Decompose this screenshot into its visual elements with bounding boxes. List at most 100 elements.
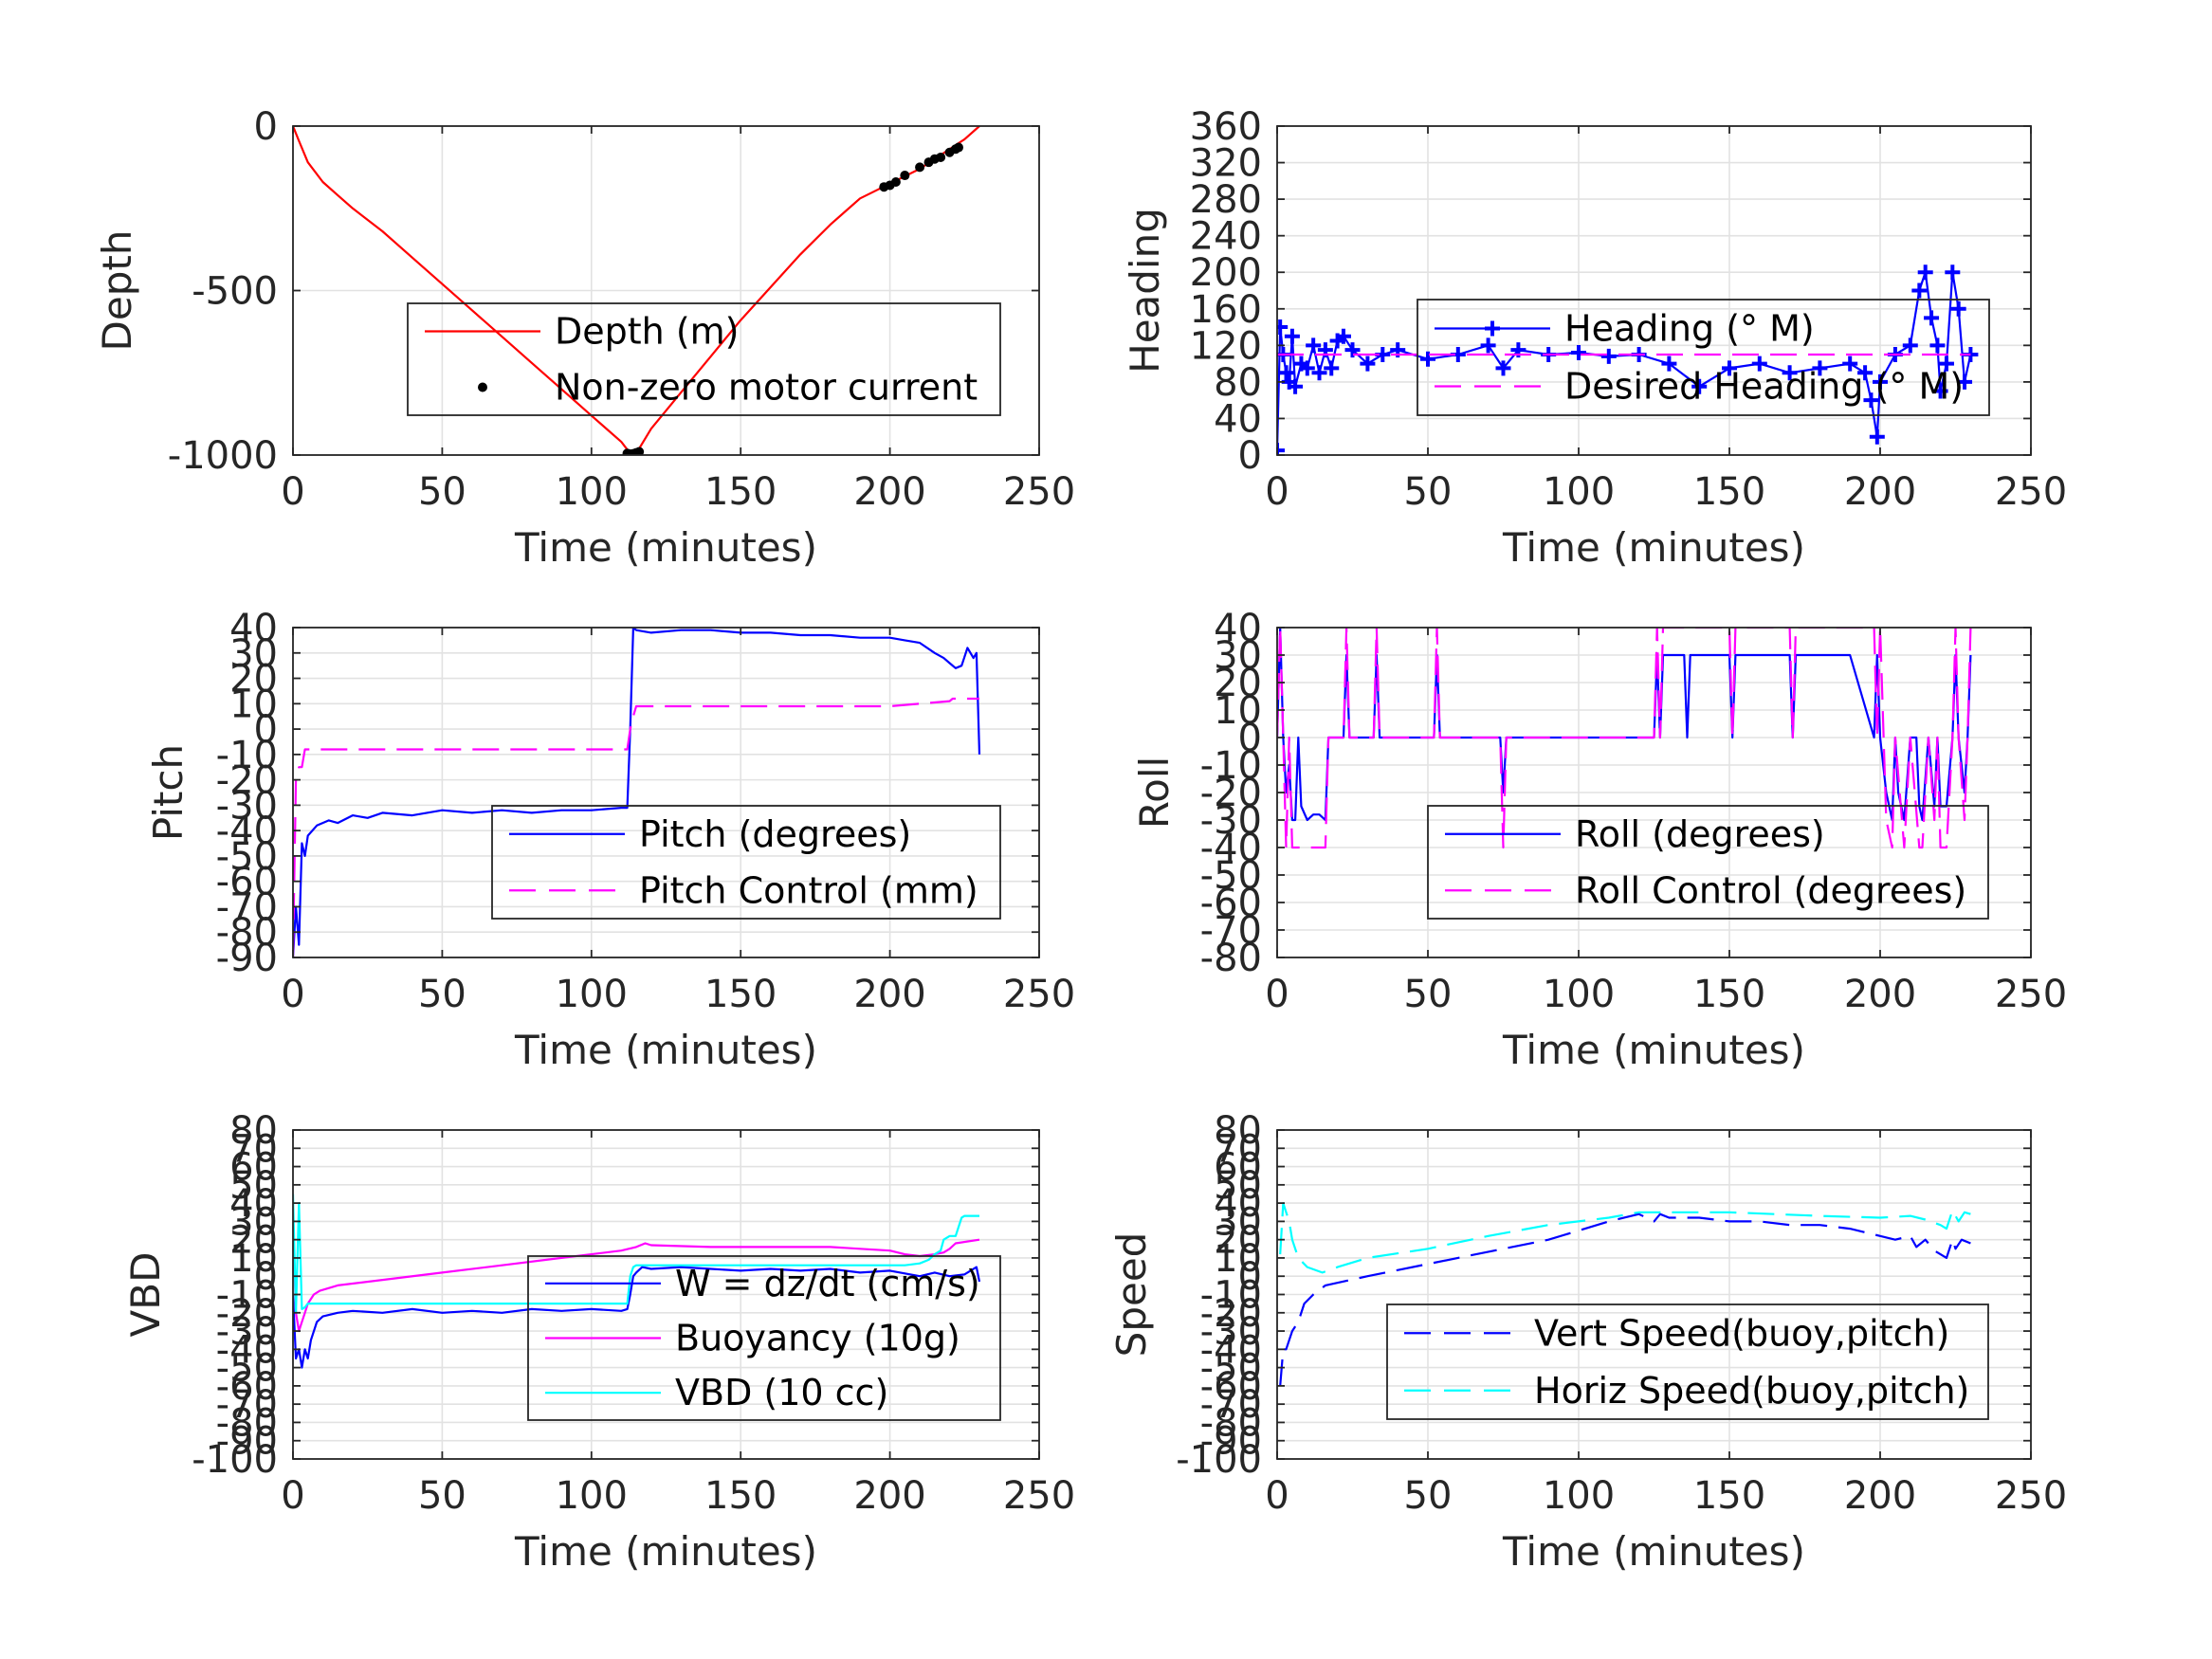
depth-series-1-point [634, 447, 645, 455]
heading-series-0-marker [1722, 360, 1737, 376]
speed-legend-label: Vert Speed(buoy,pitch) [1534, 1312, 1949, 1354]
vbd-y-tick-label: -10 [216, 1274, 278, 1318]
heading-series-0-marker [1863, 392, 1879, 409]
heading-series-0-marker [1335, 328, 1351, 344]
pitch-legend-label: Pitch Control (mm) [639, 869, 978, 911]
pitch-legend: Pitch (degrees) Pitch Control (mm) [491, 805, 1001, 920]
pitch-series-1-line [293, 697, 979, 957]
heading-y-tick-label: 0 [1238, 434, 1262, 478]
speed-y-tick-label: -80 [1200, 1401, 1262, 1445]
pitch-y-tick-label: 0 [254, 708, 278, 752]
pitch-y-tick-label: 10 [229, 683, 278, 726]
heading-series-0-marker [1480, 337, 1496, 354]
roll-y-tick-label: -10 [1200, 744, 1262, 788]
vbd-x-tick-label: 50 [418, 1474, 466, 1518]
pitch-y-tick-label: -90 [216, 937, 278, 980]
roll-series-group [1277, 628, 1972, 849]
pitch-legend-box [491, 805, 1001, 920]
vbd-y-tick-label: -40 [216, 1328, 278, 1372]
heading-series-0-marker [1288, 378, 1304, 394]
heading-series-0-marker [1938, 356, 1954, 372]
roll-y-tick-label: 10 [1214, 689, 1262, 733]
heading-series-0-marker [1902, 337, 1918, 354]
speed-x-tick-label: 250 [1995, 1474, 2067, 1518]
roll-series-1-line [1277, 628, 1972, 849]
depth-legend-box [407, 302, 1001, 416]
heading-series-0-marker [1782, 365, 1798, 381]
speed-y-tick-label: -60 [1200, 1365, 1262, 1409]
vbd-series-2-line [293, 1194, 979, 1314]
depth-y-tick-label: -1000 [168, 434, 278, 478]
pitch-legend-label: Pitch (degrees) [639, 813, 911, 855]
roll-y-tick-label: -30 [1200, 799, 1262, 843]
heading-legend-marker [1485, 320, 1500, 337]
heading-series-0-marker [1360, 356, 1376, 372]
heading-x-axis-label: Time (minutes) [1502, 524, 1805, 571]
speed-y-tick-label: -100 [1176, 1438, 1262, 1482]
vbd-y-tick-label: 10 [229, 1237, 278, 1281]
vbd-y-tick-label: -20 [216, 1292, 278, 1336]
heading-series-0-marker [1344, 342, 1361, 358]
speed-y-tick-label: 60 [1214, 1146, 1262, 1190]
pitch-y-tick-label: -50 [216, 835, 278, 879]
roll-x-tick-label: 100 [1543, 973, 1615, 1016]
vbd-y-tick-label: 60 [229, 1146, 278, 1190]
speed-legend-box [1386, 1304, 1989, 1420]
speed-x-tick-label: 150 [1693, 1474, 1765, 1518]
roll-y-tick-label: 30 [1214, 634, 1262, 678]
roll-x-axis-label: Time (minutes) [1502, 1027, 1805, 1073]
speed-y-tick-label: 30 [1214, 1200, 1262, 1244]
roll-y-tick-label: -70 [1200, 909, 1262, 953]
pitch-y-tick-label: -20 [216, 759, 278, 803]
speed-x-tick-label: 0 [1265, 1474, 1289, 1518]
speed-y-tick-label: 40 [1214, 1182, 1262, 1226]
heading-series-0-marker [1751, 356, 1767, 372]
heading-series-0-marker [1873, 374, 1888, 390]
roll-legend-label: Roll Control (degrees) [1575, 869, 1966, 911]
pitch-y-tick-label: -80 [216, 911, 278, 955]
depth-x-tick-label: 150 [704, 470, 777, 514]
heading-series-0-marker [1277, 443, 1285, 455]
pitch-panel: 0 50 100 150 200 250-90-80-70-60-50-40-30-20-… [145, 607, 1075, 1073]
vbd-legend: W = dz/dt (cm/s) Buoyancy (10g) VBD (10 cc… [527, 1255, 1001, 1421]
heading-y-tick-label: 40 [1214, 397, 1262, 441]
pitch-x-tick-label: 50 [418, 973, 466, 1016]
roll-y-tick-label: -80 [1200, 937, 1262, 980]
roll-legend-label: Roll (degrees) [1575, 813, 1825, 855]
speed-y-tick-label: 50 [1214, 1164, 1262, 1208]
heading-series-0-marker [1812, 360, 1828, 376]
heading-series-0-marker [1306, 337, 1322, 354]
vbd-y-tick-label: -100 [192, 1438, 278, 1482]
pitch-y-tick-label: -40 [216, 810, 278, 853]
depth-series-group [293, 126, 980, 455]
roll-x-tick-label: 0 [1265, 973, 1289, 1016]
heading-y-axis-label: Heading [1122, 208, 1168, 374]
speed-x-tick-label: 200 [1844, 1474, 1916, 1518]
heading-series-0-marker [1932, 383, 1948, 399]
depth-legend-swatch [478, 382, 487, 392]
roll-y-tick-label: 40 [1214, 607, 1262, 650]
depth-series-0-line [293, 126, 980, 455]
heading-y-tick-label: 80 [1214, 361, 1262, 405]
roll-y-tick-label: 20 [1214, 662, 1262, 705]
pitch-x-tick-label: 250 [1003, 973, 1075, 1016]
speed-y-tick-label: -10 [1200, 1274, 1262, 1318]
speed-y-tick-label: 0 [1238, 1255, 1262, 1299]
roll-y-tick-label: -20 [1200, 772, 1262, 815]
roll-x-tick-label: 150 [1693, 973, 1765, 1016]
heading-y-tick-label: 360 [1190, 105, 1262, 149]
depth-series-1-point [915, 162, 925, 173]
vbd-x-tick-label: 250 [1003, 1474, 1075, 1518]
vbd-y-tick-label: -30 [216, 1310, 278, 1354]
depth-y-tick-label: 0 [254, 105, 278, 149]
heading-x-tick-label: 250 [1995, 470, 2067, 514]
speed-y-tick-label: -50 [1200, 1347, 1262, 1391]
vbd-series-0-line [293, 1266, 981, 1369]
pitch-series-group [293, 628, 981, 957]
speed-legend: Vert Speed(buoy,pitch) Horiz Speed(buoy,p… [1386, 1304, 1989, 1420]
depth-series-1-point [936, 152, 946, 162]
heading-y-tick-label: 160 [1190, 288, 1262, 332]
heading-series-0-marker [1299, 360, 1315, 376]
vbd-x-tick-label: 100 [556, 1474, 628, 1518]
heading-series-0-marker [1278, 365, 1294, 381]
